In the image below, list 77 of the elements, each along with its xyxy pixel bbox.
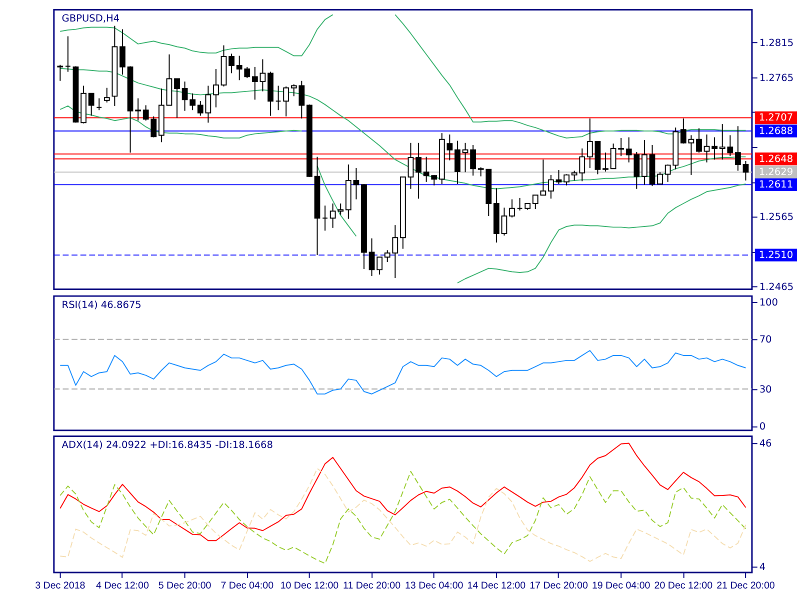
y-tick-label: 46 [759,438,772,450]
y-tick-label: 1.2565 [759,212,794,224]
candlestick [470,144,476,176]
x-tick-label: 17 Dec 20:00 [530,580,588,592]
candlestick [602,152,608,172]
y-tick-label: 70 [759,334,772,346]
ref-line-label: 1.2629 [758,167,794,178]
ref-line-label: 1.2707 [758,112,794,124]
x-tick-label: 3 Dec 2018 [35,580,86,592]
candlestick [322,205,328,232]
line-series [60,442,746,542]
candlestick [642,140,648,186]
candlestick [104,87,110,103]
candlestick [182,81,188,112]
x-tick-label: 4 Dec 12:00 [96,580,150,592]
chart-title: GBPUSD,H4 [62,14,120,25]
y-tick-label: 1.2765 [759,72,794,84]
x-tick-label: 11 Dec 20:00 [342,580,402,592]
y-tick-label: 4 [759,562,766,573]
chart-title: ADX(14) 24.0922 +DI:16.8435 -DI:18.1668 [62,440,273,452]
candlestick [275,85,282,111]
chart-title: RSI(14) 46.8675 [62,300,142,311]
candlestick [501,207,508,236]
x-tick-label: 20 Dec 12:00 [654,580,714,592]
x-tick-label: 13 Dec 04:00 [404,580,464,592]
candlestick [283,86,290,117]
candlestick [174,78,180,118]
candlestick [228,53,234,74]
candlestick [135,98,141,122]
candlestick [190,92,196,111]
x-tick-label: 21 Dec 20:00 [716,580,776,592]
candlestick [353,167,360,200]
ref-line-label: 1.2648 [758,154,794,165]
x-tick-label: 10 Dec 12:00 [280,580,340,592]
candlestick [657,172,663,184]
candlestick [509,198,515,218]
y-tick-label: 1.2465 [759,282,794,293]
candlestick [704,134,710,163]
y-tick-label: 100 [759,297,778,308]
candlestick [556,170,562,184]
candlestick [548,174,554,200]
x-tick-label: 14 Dec 12:00 [467,580,526,592]
candlestick [120,28,126,76]
candlestick [516,197,523,211]
y-tick-label: 1.2815 [759,38,794,49]
candlestick [252,66,258,100]
x-tick-label: 7 Dec 04:00 [220,580,274,592]
candlestick [376,256,383,276]
candlestick [96,98,102,111]
candlestick [454,140,460,184]
candlestick [688,134,694,176]
candlestick [618,138,624,157]
candlestick [696,128,702,154]
candlestick [610,143,616,170]
candlestick [368,238,375,276]
candlestick [65,36,71,72]
candlestick [260,58,266,92]
candlestick [734,126,741,172]
candlestick [680,118,686,144]
candlestick [564,174,570,186]
candlestick [213,68,219,108]
candlestick [57,64,64,82]
candlestick [416,142,422,200]
ref-line-label: 1.2611 [758,180,794,191]
y-tick-label: 30 [759,384,772,396]
ref-line-label: 1.2510 [758,250,794,262]
candlestick [88,92,94,116]
x-tick-label: 19 Dec 04:00 [592,580,651,592]
candlestick [408,142,414,190]
candlestick [712,136,718,160]
candlestick [586,118,593,168]
candlestick [462,142,468,173]
ref-line-label: 1.2688 [758,126,794,137]
candlestick [742,160,749,181]
y-tick-label: 0 [759,422,766,433]
x-tick-label: 5 Dec 20:00 [158,580,212,592]
line-series [60,350,746,394]
